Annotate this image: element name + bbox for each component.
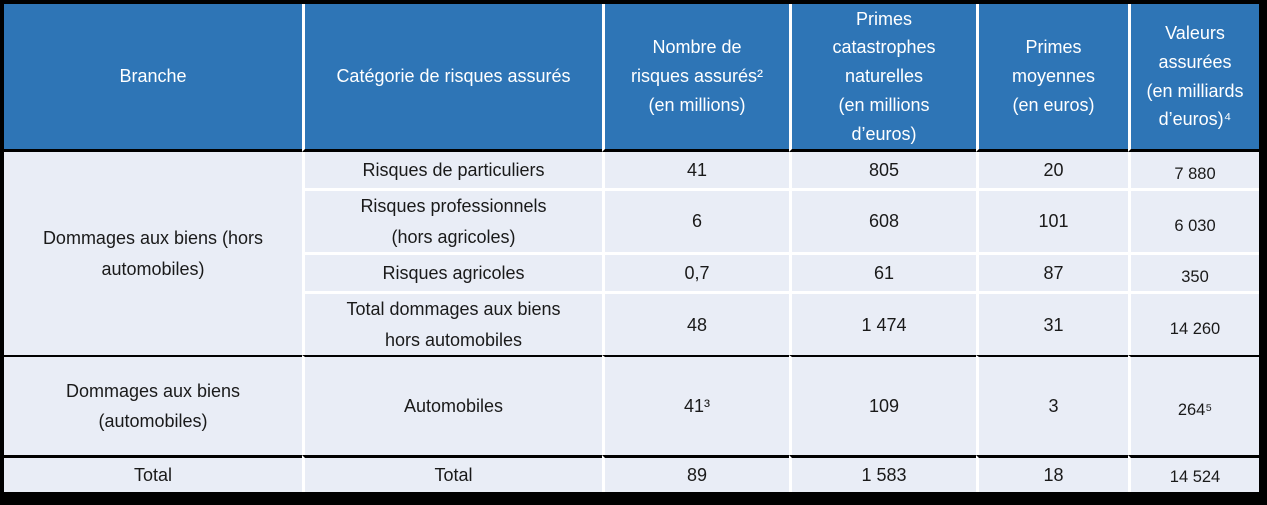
cell-primes-moyennes-total: 18 [976, 455, 1128, 492]
cell-categorie-automobiles: Automobiles [302, 355, 602, 456]
header-branche: Branche [4, 4, 302, 152]
cell-nombre-particuliers: 41 [602, 152, 789, 189]
table-row-professionnels: Risques professionnels (hors agricoles) … [4, 188, 1259, 253]
cell-categorie-professionnels: Risques professionnels (hors agricoles) [302, 188, 602, 253]
cell-categorie-particuliers: Risques de particuliers [302, 152, 602, 189]
cell-nombre-agricoles: 0,7 [602, 252, 789, 292]
cell-nombre-total-hors-auto: 48 [602, 291, 789, 356]
cell-primes-catnat-particuliers: 805 [789, 152, 976, 189]
cell-categorie-total: Total [302, 455, 602, 492]
table-row-total-hors-auto: Total dommages aux biens hors automobile… [4, 291, 1259, 356]
header-primes-moyennes: Primes moyennes (en euros) [976, 4, 1128, 152]
header-row: Branche Catégorie de risques assurés Nom… [4, 4, 1259, 152]
table-row-agricoles: Risques agricoles 0,7 61 87 350 [4, 252, 1259, 292]
cell-branche-total: Total [4, 455, 302, 491]
cell-primes-catnat-automobiles: 109 [789, 355, 976, 456]
cell-primes-moyennes-agricoles: 87 [976, 252, 1128, 292]
cell-primes-moyennes-total-hors-auto: 31 [976, 291, 1128, 356]
cell-valeurs-automobiles: 264⁵ [1128, 355, 1259, 456]
section-automobiles: Dommages aux biens (automobiles) Automob… [4, 355, 1259, 456]
cell-nombre-automobiles: 41³ [602, 355, 789, 456]
header-primes-catnat: Primes catastrophes naturelles (en milli… [789, 4, 976, 152]
cell-categorie-agricoles: Risques agricoles [302, 252, 602, 292]
header-categorie-risques: Catégorie de risques assurés [302, 4, 602, 152]
cell-primes-catnat-professionnels: 608 [789, 188, 976, 253]
cell-primes-catnat-agricoles: 61 [789, 252, 976, 292]
table-row-particuliers: Dommages aux biens (hors automobiles) Ri… [4, 152, 1259, 279]
cell-nombre-professionnels: 6 [602, 188, 789, 253]
cell-valeurs-professionnels: 6 030 [1128, 188, 1259, 253]
cell-valeurs-total: 14 524 [1128, 455, 1259, 492]
cell-primes-catnat-total-hors-auto: 1 474 [789, 291, 976, 356]
cell-primes-moyennes-professionnels: 101 [976, 188, 1128, 253]
cell-primes-moyennes-automobiles: 3 [976, 355, 1128, 456]
table-header: Branche Catégorie de risques assurés Nom… [4, 4, 1259, 152]
header-valeurs-assurees: Valeurs assurées (en milliards d’euros)⁴ [1128, 4, 1259, 152]
header-nombre-risques: Nombre de risques assurés² (en millions) [602, 4, 789, 152]
table-row-total: Total Total 89 1 583 18 14 524 [4, 455, 1259, 492]
section-hors-automobiles: Dommages aux biens (hors automobiles) Ri… [4, 152, 1259, 356]
table-row-automobiles: Dommages aux biens (automobiles) Automob… [4, 355, 1259, 456]
cell-categorie-total-hors-auto: Total dommages aux biens hors automobile… [302, 291, 602, 356]
cell-primes-catnat-total: 1 583 [789, 455, 976, 492]
cell-valeurs-particuliers: 7 880 [1128, 152, 1259, 189]
cell-valeurs-agricoles: 350 [1128, 252, 1259, 292]
cell-branche-automobiles: Dommages aux biens (automobiles) [4, 355, 302, 455]
section-total: Total Total 89 1 583 18 14 524 [4, 455, 1259, 492]
cell-valeurs-total-hors-auto: 14 260 [1128, 291, 1259, 356]
cell-primes-moyennes-particuliers: 20 [976, 152, 1128, 189]
cell-nombre-total: 89 [602, 455, 789, 492]
cell-branche-hors-auto: Dommages aux biens (hors automobiles) [42, 228, 264, 279]
